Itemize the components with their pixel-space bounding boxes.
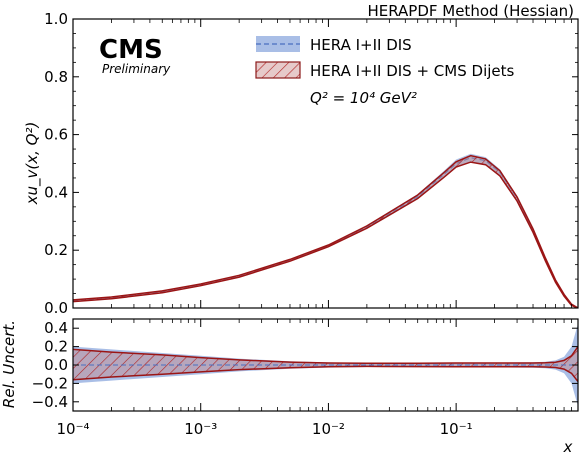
bottom-ytick-label: −0.4 [32, 393, 68, 411]
top-ytick-label: 0.0 [44, 299, 68, 317]
xtick-label: 10⁻³ [184, 420, 217, 438]
legend: HERA I+II DIS HERA I+II DIS + CMS Dijets… [255, 36, 515, 107]
bottom-panel: −0.4−0.20.00.20.4 10⁻⁴ 10⁻³ 10⁻² 10⁻¹ Rel. … [0, 19, 579, 456]
bottom-ytick-label: 0.4 [44, 319, 68, 337]
xtick-label: 10⁻⁴ [56, 420, 89, 438]
upper-edge-dijets [73, 154, 579, 308]
rel-lower-edge-dijets [73, 365, 579, 383]
top-ytick-label: 0.6 [44, 126, 68, 144]
top-ytick-label: 0.2 [44, 241, 68, 259]
top-ytick-label: 0.4 [44, 183, 68, 201]
bottom-ytick-label: 0.2 [44, 338, 68, 356]
header-title: HERAPDF Method (Hessian) [367, 2, 574, 20]
xtick-label: 10⁻² [312, 420, 345, 438]
rel-band-dijets [73, 346, 578, 382]
lower-edge-dijets [73, 161, 579, 308]
legend-label-dis: HERA I+II DIS [310, 36, 412, 54]
x-axis-label: x [563, 438, 573, 456]
cms-logo: CMS [99, 35, 163, 65]
bottom-ytick-label: −0.2 [32, 374, 68, 392]
rel-upper-edge-dijets [73, 346, 579, 365]
preliminary-label: Preliminary [102, 62, 171, 76]
q2-annotation: Q² = 10⁴ GeV² [310, 89, 417, 107]
bottom-y-axis-label: Rel. Uncert. [0, 320, 18, 408]
legend-swatch-dijets [255, 61, 301, 79]
top-y-axis-label: xu_v(x, Q²) [23, 122, 42, 206]
xtick-label: 10⁻¹ [440, 420, 473, 438]
bottom-ytick-label: 0.0 [44, 356, 68, 374]
top-ytick-label: 1.0 [44, 10, 68, 28]
legend-label-dijets: HERA I+II DIS + CMS Dijets [310, 62, 515, 80]
legend-swatch-dis [256, 36, 300, 52]
top-panel: 0.0 0.2 0.4 0.6 0.8 1.0 xu_v(x, Q²) [23, 10, 579, 317]
top-ytick-label: 0.8 [44, 68, 68, 86]
